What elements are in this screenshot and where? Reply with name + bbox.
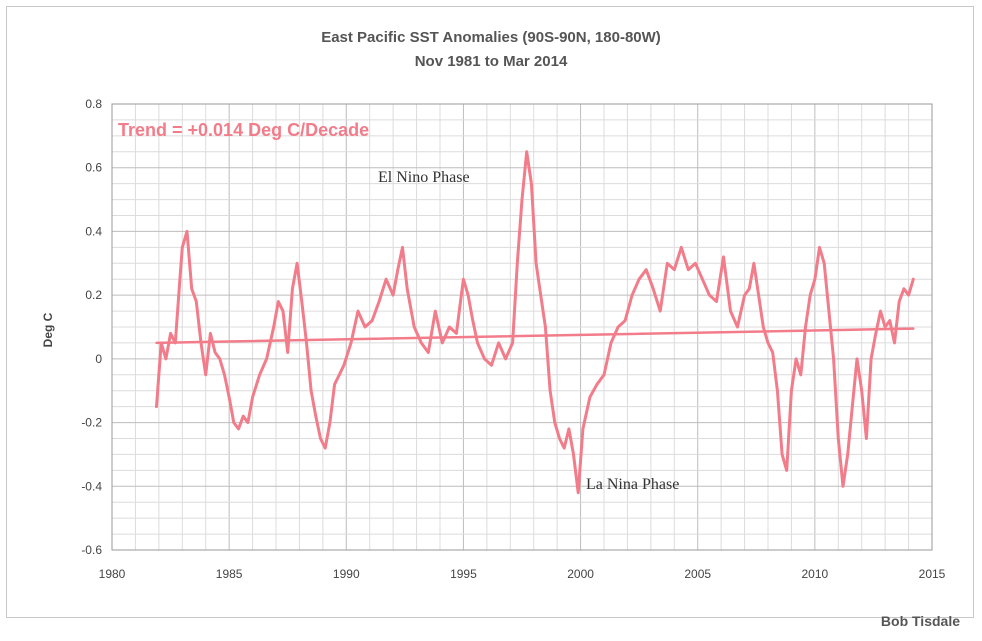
y-tick-label: 0 — [95, 352, 102, 366]
y-tick-label: 0.8 — [85, 97, 102, 111]
x-tick-label: 1995 — [450, 567, 477, 581]
tick-labels: 1980 1985 1990 1995 2000 2005 2010 2015 -0.6 -0.4… — [81, 97, 945, 581]
x-tick-label: 2005 — [684, 567, 711, 581]
x-tick-label: 2015 — [919, 567, 946, 581]
x-tick-label: 1985 — [216, 567, 243, 581]
trend-annotation: Trend = +0.014 Deg C/Decade — [118, 120, 369, 140]
la-nina-annotation: La Nina Phase — [586, 476, 679, 493]
series-line-anomaly — [155, 150, 915, 495]
series — [155, 150, 915, 495]
series-line-trend — [155, 327, 915, 345]
axes — [111, 103, 933, 551]
el-nino-annotation: El Nino Phase — [378, 169, 470, 186]
x-tick-label: 2010 — [802, 567, 829, 581]
chart-subtitle: Nov 1981 to Mar 2014 — [415, 53, 568, 70]
y-tick-label: -0.4 — [81, 479, 102, 493]
chart-frame — [6, 6, 974, 618]
chart-title: East Pacific SST Anomalies (90S-90N, 180… — [321, 29, 661, 46]
x-tick-label: 2000 — [567, 567, 594, 581]
y-tick-label: 0.4 — [85, 224, 102, 238]
author-credit: Bob Tisdale — [881, 613, 960, 629]
y-tick-label: -0.6 — [81, 543, 102, 557]
y-tick-label: -0.2 — [81, 416, 102, 430]
grid — [111, 103, 933, 551]
y-axis-label: Deg C — [41, 312, 55, 347]
plot-area-border — [111, 103, 933, 551]
x-tick-label: 1980 — [99, 567, 126, 581]
x-tick-label: 1990 — [333, 567, 360, 581]
y-tick-label: 0.6 — [85, 161, 102, 175]
y-tick-label: 0.2 — [85, 288, 102, 302]
